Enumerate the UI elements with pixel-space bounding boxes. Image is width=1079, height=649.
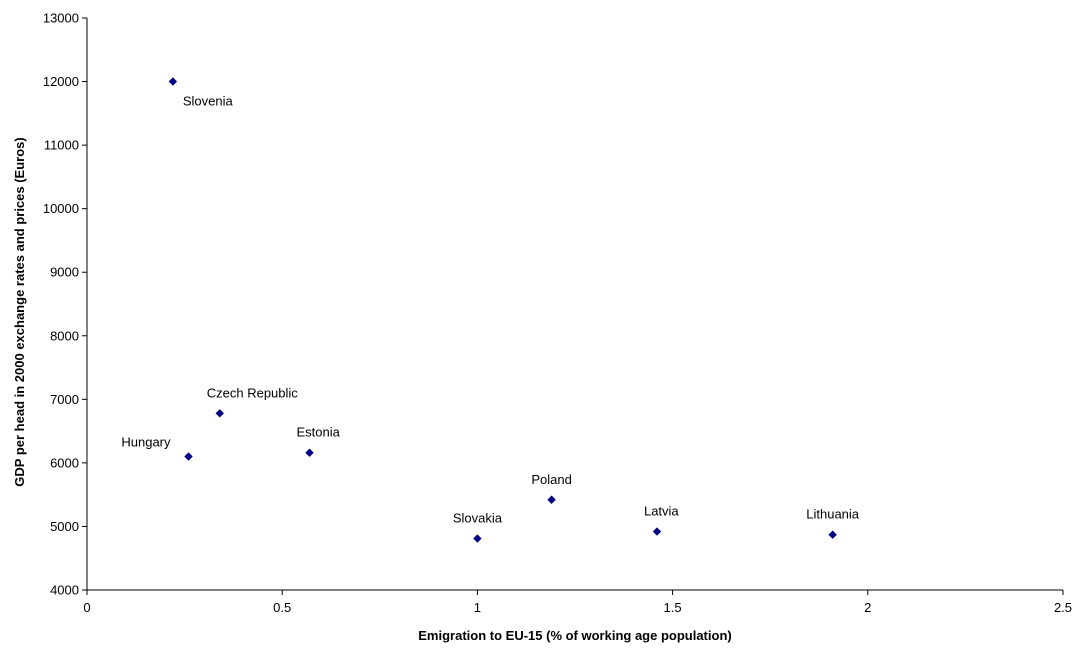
x-tick-label: 1 (474, 600, 481, 615)
x-tick-label: 0.5 (273, 600, 291, 615)
data-point-marker (652, 527, 662, 536)
data-point-label: Poland (531, 472, 571, 487)
y-tick-label: 11000 (44, 138, 79, 153)
data-point-marker (184, 452, 193, 461)
data-point-label: Slovakia (453, 511, 503, 526)
x-tick-label: 0 (83, 600, 90, 615)
data-point-label: Hungary (121, 435, 171, 450)
y-tick-label: 8000 (50, 328, 79, 343)
x-axis-ticks: 0 0.5 1 1.5 2 2.5 (83, 590, 1072, 615)
y-axis-ticks: 4000 5000 6000 7000 8000 9000 10000 11000 12000 1… (43, 11, 87, 598)
data-point-label: Lithuania (806, 507, 860, 522)
data-point-marker (828, 530, 837, 539)
y-tick-label: 10000 (43, 201, 79, 216)
y-tick-label: 4000 (50, 583, 79, 598)
y-tick-label: 6000 (50, 455, 79, 470)
data-point-marker (547, 495, 556, 504)
y-tick-label: 9000 (50, 265, 79, 280)
y-axis-title: GDP per head in 2000 exchange rates and … (12, 137, 27, 486)
data-point-marker (215, 409, 224, 418)
x-tick-label: 1.5 (664, 600, 682, 615)
data-point-label: Estonia (297, 425, 341, 440)
x-axis-title: Emigration to EU-15 (% of working age po… (418, 628, 731, 643)
data-point-marker (473, 534, 482, 543)
y-tick-label: 7000 (50, 392, 79, 407)
y-tick-label: 13000 (43, 11, 79, 26)
y-tick-label: 12000 (43, 74, 79, 89)
x-tick-label: 2.5 (1054, 600, 1072, 615)
data-point-label: Latvia (644, 504, 679, 519)
data-point-marker (168, 77, 178, 86)
data-points: Slovenia Czech Republic Hungary Estonia Pola… (121, 77, 860, 543)
data-point-label: Slovenia (183, 94, 234, 109)
x-tick-label: 2 (864, 600, 871, 615)
y-tick-label: 5000 (50, 519, 79, 534)
data-point-label: Czech Republic (207, 385, 299, 400)
data-point-marker (305, 448, 314, 457)
